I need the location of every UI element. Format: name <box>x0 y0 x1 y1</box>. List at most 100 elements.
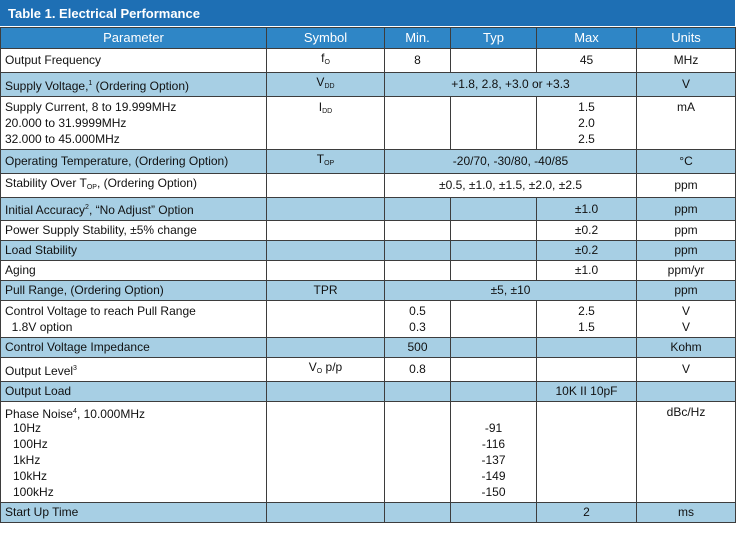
row-pull-range: Pull Range, (Ordering Option) TPR ±5, ±1… <box>0 280 736 301</box>
typ-value: -149 <box>481 469 506 483</box>
header-symbol: Symbol <box>266 27 385 49</box>
param-suffix: , “No Adjust” Option <box>88 203 194 217</box>
param-text: Supply Voltage, <box>5 78 89 93</box>
max-value: 1.5 <box>578 320 595 334</box>
units-cell: ms <box>636 502 736 523</box>
min-cell: 0.8 <box>384 357 451 382</box>
row-supply-voltage: Supply Voltage,1 (Ordering Option) VDD +… <box>0 72 736 97</box>
offset-line: 10Hz <box>13 421 42 435</box>
value-span-cell: ±5, ±10 <box>384 280 637 301</box>
row-operating-temperature: Operating Temperature, (Ordering Option)… <box>0 149 736 174</box>
param-cell: Initial Accuracy2, “No Adjust” Option <box>0 197 267 221</box>
symbol-subscript: OP <box>324 160 335 167</box>
symbol-cell <box>266 260 385 281</box>
symbol-cell <box>266 173 385 198</box>
typ-cell <box>450 240 537 261</box>
min-cell <box>384 502 451 523</box>
symbol-text: V <box>316 75 325 89</box>
symbol-cell <box>266 240 385 261</box>
max-value: 1.5 <box>578 100 595 114</box>
typ-cell <box>450 220 537 241</box>
max-value: 2.5 <box>578 304 595 318</box>
param-cell: Output Frequency <box>0 48 267 73</box>
max-cell <box>536 337 637 358</box>
electrical-performance-table: Parameter Symbol Min. Typ Max Units Outp… <box>0 27 736 523</box>
header-max: Max <box>536 27 637 49</box>
param-cell: Supply Voltage,1 (Ordering Option) <box>0 72 267 97</box>
max-cell: 45 <box>536 48 637 73</box>
param-cell: Pull Range, (Ordering Option) <box>0 280 267 301</box>
symbol-cell: IDD <box>266 96 385 150</box>
symbol-subscript: O <box>324 59 330 66</box>
units-value: V <box>681 320 690 334</box>
units-cell: ppm <box>636 280 736 301</box>
min-cell: 8 <box>384 48 451 73</box>
symbol-cell: TPR <box>266 280 385 301</box>
units-cell: Kohm <box>636 337 736 358</box>
row-load-stability: Load Stability ±0.2 ppm <box>0 240 736 261</box>
max-value: 2.0 <box>578 116 595 130</box>
typ-cell: -91 -116 -137 -149 -150 <box>450 401 537 503</box>
typ-cell <box>450 381 537 402</box>
param-text: Output Level <box>5 363 74 378</box>
param-line: 32.000 to 45.000MHz <box>5 132 120 146</box>
row-start-up-time: Start Up Time 2 ms <box>0 502 736 523</box>
max-cell: 2 <box>536 502 637 523</box>
symbol-cell <box>266 401 385 503</box>
offset-line: 100Hz <box>13 437 48 451</box>
symbol-cell: fO <box>266 48 385 73</box>
param-line: 1.8V option <box>5 320 73 334</box>
param-cell: Output Load <box>0 381 267 402</box>
units-cell: ppm <box>636 220 736 241</box>
value-span-cell: ±0.5, ±1.0, ±1.5, ±2.0, ±2.5 <box>384 173 637 198</box>
units-cell: V V <box>636 300 736 338</box>
footnote-mark: 2 <box>85 204 89 211</box>
typ-cell <box>450 357 537 382</box>
row-output-frequency: Output Frequency fO 8 45 MHz <box>0 48 736 73</box>
symbol-cell: TOP <box>266 149 385 174</box>
units-cell: ppm <box>636 197 736 221</box>
max-cell: ±0.2 <box>536 220 637 241</box>
units-cell: MHz <box>636 48 736 73</box>
row-control-voltage: Control Voltage to reach Pull Range 1.8V… <box>0 300 736 338</box>
symbol-text: I <box>318 100 323 114</box>
symbol-subscript: DD <box>324 83 335 90</box>
max-cell: ±1.0 <box>536 260 637 281</box>
param-cell: Supply Current, 8 to 19.999MHz 20.000 to… <box>0 96 267 150</box>
typ-value: -91 <box>484 421 503 435</box>
symbol-cell <box>266 220 385 241</box>
param-cell: Stability Over TOP, (Ordering Option) <box>0 173 267 198</box>
max-cell: 2.5 1.5 <box>536 300 637 338</box>
units-cell: dBc/Hz <box>636 401 736 503</box>
symbol-text: V <box>308 360 317 374</box>
max-cell: ±0.2 <box>536 240 637 261</box>
symbol-cell <box>266 381 385 402</box>
offset-line: 100kHz <box>13 485 54 499</box>
typ-cell <box>450 48 537 73</box>
min-cell <box>384 240 451 261</box>
min-cell <box>384 401 451 503</box>
units-cell: V <box>636 72 736 97</box>
row-aging: Aging ±1.0 ppm/yr <box>0 260 736 281</box>
typ-cell <box>450 337 537 358</box>
max-cell: 1.5 2.0 2.5 <box>536 96 637 150</box>
min-cell: 500 <box>384 337 451 358</box>
param-text: Initial Accuracy <box>5 203 86 217</box>
param-suffix: (Ordering Option) <box>92 78 190 93</box>
typ-cell <box>450 502 537 523</box>
min-cell <box>384 260 451 281</box>
typ-spacer <box>455 404 532 420</box>
header-row: Parameter Symbol Min. Typ Max Units <box>0 27 736 49</box>
typ-value: -116 <box>481 437 506 451</box>
row-output-load: Output Load 10K II 10pF <box>0 381 736 402</box>
symbol-text: f <box>321 51 325 65</box>
max-cell: ±1.0 <box>536 197 637 221</box>
offset-line: 1kHz <box>13 453 41 467</box>
symbol-cell <box>266 300 385 338</box>
symbol-text: T <box>316 152 325 166</box>
param-cell: Load Stability <box>0 240 267 261</box>
footnote-mark: 3 <box>73 364 77 372</box>
symbol-subscript: O <box>316 368 323 375</box>
max-value: 2.5 <box>578 132 595 146</box>
